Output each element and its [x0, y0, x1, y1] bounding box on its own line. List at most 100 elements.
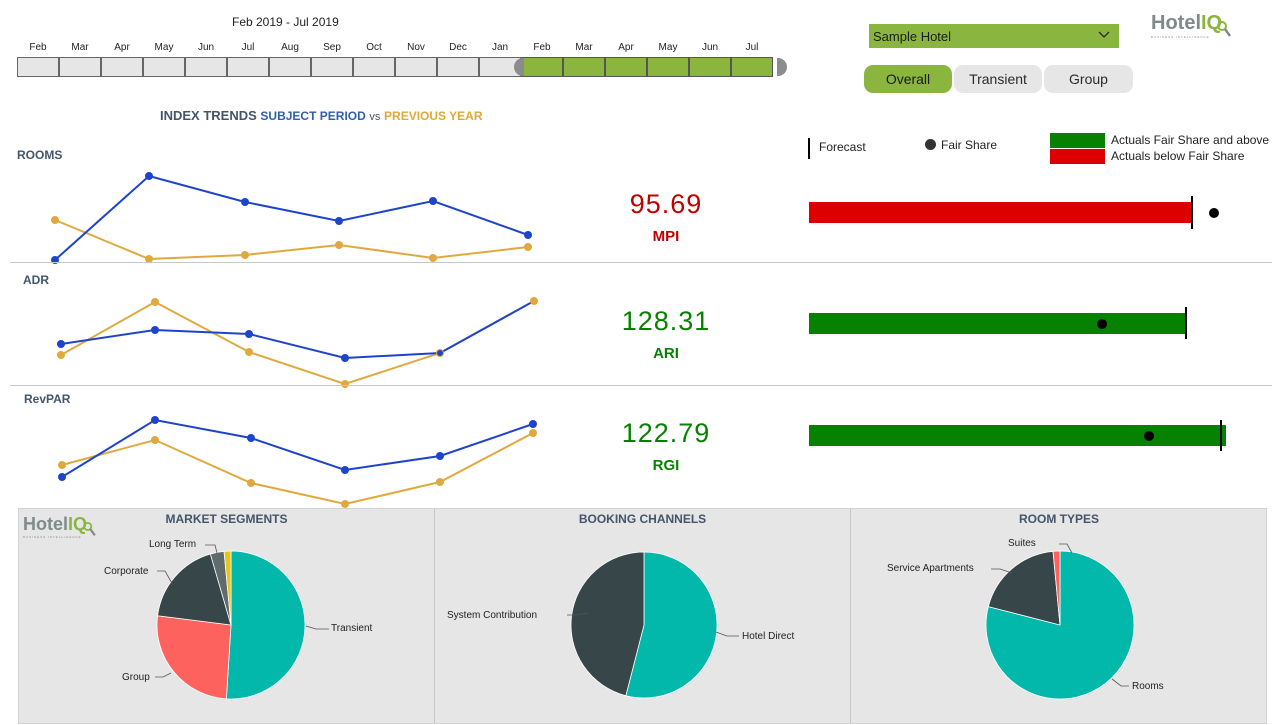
timeline-month-cell[interactable] [563, 57, 605, 77]
rgi-label: RGI [652, 457, 680, 474]
adr-previous-year-points [57, 297, 538, 388]
timeline-month-cell[interactable] [647, 57, 689, 77]
timeline-month-cell[interactable] [185, 57, 227, 77]
tab-overall[interactable]: Overall [864, 65, 952, 93]
pie-slice-other[interactable] [223, 550, 232, 626]
row-label-adr: ADR [23, 273, 49, 287]
mpi-value: 95.69 [629, 189, 703, 219]
timeline-month-cell[interactable] [731, 57, 773, 77]
timeline-month-label: Jun [197, 42, 215, 53]
room-types-pie [985, 550, 1135, 700]
timeline-month-label: Jul [745, 42, 759, 53]
timeline-month-cell[interactable] [395, 57, 437, 77]
timeline-month-cell[interactable] [59, 57, 101, 77]
timeline-month-cell[interactable] [437, 57, 479, 77]
timeline-month-label: Feb [29, 42, 47, 53]
row-divider [10, 262, 1272, 263]
pie-slice-group[interactable] [156, 615, 232, 700]
adr-subject-period-line [60, 300, 535, 360]
timeline-month-cell[interactable] [143, 57, 185, 77]
below-fair-share-swatch [1050, 149, 1105, 164]
adr-previous-year-line [60, 300, 535, 386]
market-segments-title: MARKET SEGMENTS [165, 512, 288, 526]
timeline-month-label: Oct [366, 42, 382, 53]
timeline-month-cell[interactable] [605, 57, 647, 77]
below-fair-share-label: Actuals below Fair Share [1111, 149, 1245, 163]
above-fair-share-swatch [1050, 133, 1105, 148]
timeline-end-handle[interactable] [777, 58, 787, 76]
mpi-actual-bar [809, 202, 1194, 223]
magnifier-icon [83, 522, 96, 536]
pie-slice-service-apartments[interactable] [987, 550, 1061, 626]
rooms-previous-year-line [54, 219, 529, 261]
timeline-month-label: Sep [323, 42, 341, 53]
mpi-bullet-bar [809, 196, 1229, 229]
pie-label-long-term: Long Term [149, 539, 197, 550]
revpar-subject-period-points [58, 416, 537, 481]
rooms-previous-year-points [51, 216, 532, 263]
fair-share-legend-label: Fair Share [941, 138, 998, 152]
pie-label-suites: Suites [1008, 538, 1036, 549]
timeline-month-cell[interactable] [269, 57, 311, 77]
pie-slice-corporate[interactable] [157, 553, 232, 626]
pie-slice-hotel-direct[interactable] [625, 551, 718, 699]
mpi-fair-share-marker [1209, 208, 1220, 218]
rgi-value: 122.79 [621, 418, 711, 448]
date-range-label: Feb 2019 - Jul 2019 [232, 15, 339, 29]
hotel-dropdown-value: Sample Hotel [873, 29, 952, 44]
pie-slice-transient[interactable] [225, 550, 306, 700]
pie-slice-suites[interactable] [1052, 550, 1061, 626]
market-segments-pie [156, 550, 306, 700]
rgi-forecast-marker [1219, 420, 1222, 451]
timeline-month-label: Apr [114, 42, 130, 53]
chevron-down-icon [1098, 31, 1110, 38]
timeline-month-cell[interactable] [101, 57, 143, 77]
pie-label-service-apartments: Service Apartments [887, 563, 974, 574]
timeline-month-label: May [658, 42, 678, 53]
timeline-month-cell[interactable] [353, 57, 395, 77]
timeline-month-cell[interactable] [689, 57, 731, 77]
tab-group[interactable]: Group [1044, 65, 1133, 93]
index-trends-title: INDEX TRENDS SUBJECT PERIOD vs PREVIOUS … [160, 108, 483, 123]
timeline-slicer[interactable] [17, 57, 787, 77]
timeline-month-cell[interactable] [227, 57, 269, 77]
timeline-month-cell[interactable] [311, 57, 353, 77]
rooms-trend-chart [51, 172, 532, 264]
timeline-month-cell[interactable] [17, 57, 59, 77]
booking-channels-panel: BOOKING CHANNELS Hotel Direct System Con… [435, 509, 851, 723]
hoteliq-logo: HotelIQ BUSINESS INTELLIGENCE [1151, 12, 1231, 39]
room-types-leaders [991, 543, 1129, 687]
timeline-month-label: Jun [701, 42, 719, 53]
pie-slice-system-contribution[interactable] [570, 551, 645, 697]
pie-label-system-contribution: System Contribution [447, 610, 538, 621]
rgi-bullet-bar [809, 420, 1226, 451]
tab-transient[interactable]: Transient [954, 65, 1042, 93]
pie-label-corporate: Corporate [104, 566, 149, 577]
fair-share-legend-marker [925, 139, 936, 150]
pie-label-group: Group [122, 672, 150, 683]
timeline-month-label: Mar [575, 42, 593, 53]
room-types-title: ROOM TYPES [1018, 512, 1099, 526]
revpar-subject-period-line [61, 418, 534, 478]
rgi-actual-bar [809, 425, 1226, 446]
forecast-legend-label: Forecast [819, 140, 866, 154]
row-label-rooms: ROOMS [17, 148, 63, 162]
timeline-start-handle[interactable] [514, 58, 524, 76]
room-types-panel: ROOM TYPES Rooms Service Apartments Suit… [851, 509, 1267, 723]
hotel-dropdown[interactable]: Sample Hotel [869, 24, 1119, 48]
forecast-legend-marker [808, 138, 810, 159]
timeline-month-label: Jul [241, 42, 255, 53]
market-segments-panel: MARKET SEGMENTS Transient Group Corporat… [19, 509, 435, 723]
ari-forecast-marker [1185, 307, 1188, 339]
row-label-revpar: RevPAR [24, 392, 71, 406]
ari-fair-share-marker [1097, 319, 1108, 329]
magnifier-icon [1217, 21, 1231, 37]
mpi-forecast-marker [1191, 196, 1194, 229]
timeline-month-label: May [154, 42, 174, 53]
revpar-previous-year-line [61, 432, 534, 506]
pie-label-transient: Transient [331, 623, 373, 634]
timeline-month-cell[interactable] [521, 57, 563, 77]
adr-subject-period-points [57, 326, 443, 362]
timeline-month-label: Jan [491, 42, 509, 53]
timeline-month-label: Mar [71, 42, 89, 53]
